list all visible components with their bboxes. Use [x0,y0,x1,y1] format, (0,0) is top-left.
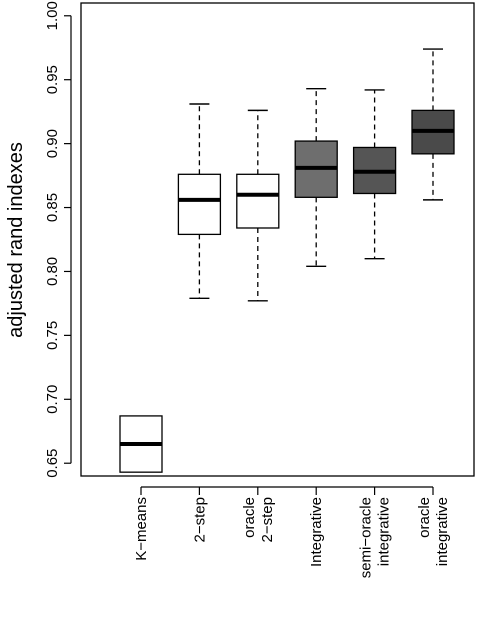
x-category-label: integrative [376,497,393,566]
box-4 [294,87,338,268]
box-2 [177,103,222,300]
x-category-label: 2−step [259,497,276,542]
box-iqr [177,173,222,236]
x-category-label: oracle [416,497,433,538]
box-5 [352,89,397,260]
box-6 [411,48,455,201]
y-tick-label: 0.65 [44,449,61,478]
box-1 [119,415,163,473]
y-tick-label: 0.70 [44,385,61,414]
boxes-layer [119,48,455,473]
y-axis-title: adjusted rand indexes [5,142,27,338]
y-axis: 0.65 0.70 0.75 0.80 0.85 0.90 0.95 1.00 [44,1,72,478]
x-category-label: Integrative [308,497,325,567]
y-tick-label: 0.80 [44,257,61,286]
x-category-label: K−means [133,497,150,561]
box-iqr [236,173,280,229]
plot-frame [80,2,475,477]
x-category-label: integrative [434,497,451,566]
y-tick-label: 0.75 [44,321,61,350]
y-tick-label: 0.95 [44,65,61,94]
y-tick-label: 0.90 [44,129,61,158]
x-category-label: 2−step [191,497,208,542]
y-tick-label: 1.00 [44,1,61,30]
box-3 [236,109,280,302]
x-category-label: oracle [241,497,258,538]
x-axis: K−means 2−step oracle 2−step Integrative semi… [133,486,451,578]
y-tick-label: 0.85 [44,193,61,222]
x-category-label: semi−oracle [358,497,375,578]
